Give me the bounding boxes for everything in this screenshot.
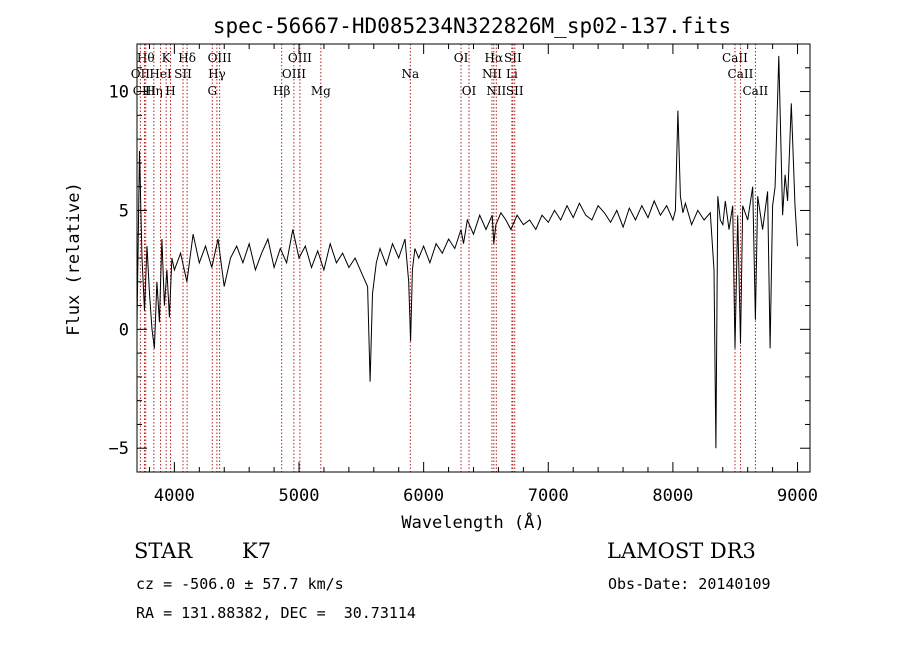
marker-label: SII bbox=[174, 67, 192, 81]
chart-title: spec-56667-HD085234N322826M_sp02-137.fit… bbox=[213, 14, 731, 38]
x-axis: 4000 5000 6000 7000 8000 9000 bbox=[148, 44, 818, 506]
survey-name: LAMOST DR3 bbox=[607, 539, 756, 563]
y-axis-label: Flux (relative) bbox=[64, 182, 84, 336]
marker-label: CaII bbox=[722, 51, 748, 65]
marker-label: OII bbox=[131, 67, 151, 81]
marker-label: Na bbox=[401, 67, 419, 81]
marker-label: Mg bbox=[311, 84, 331, 98]
marker-label: CIII bbox=[133, 84, 157, 98]
marker-label: Hβ bbox=[273, 84, 290, 98]
x-tick-label: 4000 bbox=[154, 486, 195, 506]
marker-label: G bbox=[207, 84, 217, 98]
y-axis: −5 0 5 10 bbox=[109, 43, 810, 473]
marker-label: SII bbox=[506, 84, 524, 98]
spectrum-layer bbox=[136, 55, 798, 449]
marker-label: NII bbox=[482, 67, 502, 81]
marker-label: OI bbox=[462, 84, 477, 98]
marker-label: Li bbox=[506, 67, 518, 81]
marker-label: OI bbox=[454, 51, 469, 65]
marker-label: NII bbox=[486, 84, 506, 98]
marker-label: SII bbox=[504, 51, 522, 65]
marker-label: Hγ bbox=[208, 67, 226, 81]
y-tick-label: 10 bbox=[109, 83, 129, 103]
marker-label: Hδ bbox=[178, 51, 196, 65]
x-tick-label: 5000 bbox=[279, 486, 320, 506]
y-tick-label: 0 bbox=[119, 320, 129, 340]
marker-label: OIII bbox=[208, 51, 232, 65]
marker-label: Hθ bbox=[137, 51, 155, 65]
ra-dec: RA = 131.88382, DEC = 30.73114 bbox=[136, 604, 416, 622]
marker-label: Hα bbox=[485, 51, 504, 65]
spectrum-line bbox=[136, 55, 798, 449]
plot-frame bbox=[136, 43, 811, 473]
x-tick-label: 7000 bbox=[528, 486, 569, 506]
marker-label: OIII bbox=[288, 51, 312, 65]
marker-label: CaII bbox=[728, 67, 754, 81]
obs-date: Obs-Date: 20140109 bbox=[608, 575, 771, 593]
object-subclass: K7 bbox=[242, 539, 272, 563]
object-class: STAR bbox=[134, 539, 193, 563]
marker-label: CaII bbox=[742, 84, 768, 98]
marker-label: K bbox=[162, 51, 172, 65]
y-tick-label: 5 bbox=[119, 201, 129, 221]
x-tick-label: 6000 bbox=[403, 486, 444, 506]
marker-label: H bbox=[165, 84, 175, 98]
y-tick-label: −5 bbox=[109, 439, 129, 459]
redshift-cz: cz = -506.0 ± 57.7 km/s bbox=[136, 575, 344, 593]
x-tick-label: 9000 bbox=[777, 486, 818, 506]
marker-label: HeI bbox=[149, 67, 172, 81]
x-axis-label: Wavelength (Å) bbox=[401, 511, 544, 533]
marker-label: OIII bbox=[282, 67, 306, 81]
x-tick-label: 8000 bbox=[652, 486, 693, 506]
marker-label: Hη bbox=[145, 84, 163, 98]
